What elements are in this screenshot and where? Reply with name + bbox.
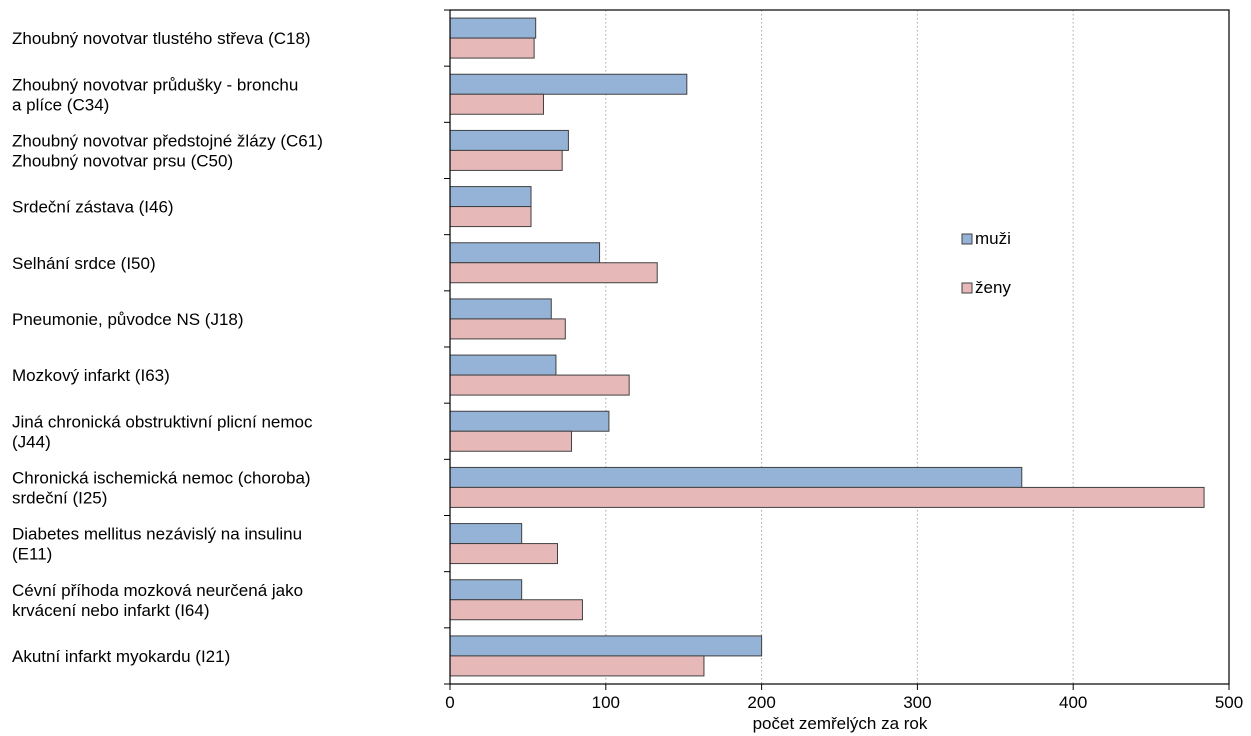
grid-lines	[605, 10, 1074, 684]
x-tick-labels: 0 100 200 300 400 500	[445, 693, 1243, 712]
plot-frame	[449, 9, 1230, 685]
category-label: Zhoubný novotvar prsu (C50)	[12, 151, 233, 170]
bar-muzi	[449, 242, 601, 264]
category-label: srdeční (I25)	[12, 488, 107, 507]
bar-zeny	[449, 599, 583, 621]
x-tick-label: 400	[1059, 693, 1087, 712]
category-label: (E11)	[12, 545, 52, 564]
bar-zeny	[449, 206, 532, 228]
category-label: a plíce (C34)	[12, 95, 109, 114]
bar-zeny	[449, 430, 573, 452]
bar-zeny	[449, 149, 563, 171]
bar-zeny	[449, 37, 535, 59]
bar-muzi	[449, 466, 1023, 488]
category-label: Srdeční zástava (I46)	[12, 198, 174, 217]
bar-muzi	[449, 186, 532, 208]
x-tick-label: 100	[592, 693, 620, 712]
bar-muzi	[449, 354, 557, 376]
category-label: Selhání srdce (I50)	[12, 254, 156, 273]
bar-muzi	[449, 298, 552, 320]
legend-label: ženy	[975, 278, 1011, 297]
bar-muzi	[449, 129, 569, 151]
bar-muzi	[449, 73, 688, 95]
bar-zeny	[449, 318, 566, 340]
x-tick-label: 500	[1215, 693, 1243, 712]
bar-zeny	[449, 543, 559, 565]
x-tick-label: 200	[747, 693, 775, 712]
legend-label: muži	[975, 229, 1011, 248]
bar-muzi	[449, 523, 523, 545]
x-axis-title: počet zemřelých za rok	[753, 714, 928, 733]
category-label: (J44)	[12, 432, 51, 451]
bar-muzi	[449, 635, 763, 657]
category-labels: Zhoubný novotvar tlustého střeva (C18) Zh…	[12, 29, 323, 666]
bars	[449, 17, 1205, 677]
x-tick-label: 0	[445, 693, 454, 712]
category-label: Zhoubný novotvar předstojné žlázy (C61)	[12, 131, 323, 150]
category-label: Chronická ischemická nemoc (choroba)	[12, 468, 311, 487]
category-label: Akutní infarkt myokardu (I21)	[12, 647, 230, 666]
category-label: Diabetes mellitus nezávislý na insulinu	[12, 525, 302, 544]
legend: muži ženy	[961, 229, 1011, 297]
category-label: Pneumonie, původce NS (J18)	[12, 310, 244, 329]
legend-swatch	[961, 233, 973, 245]
bar-zeny	[449, 486, 1205, 508]
bar-zeny	[449, 93, 544, 115]
category-label: Cévní příhoda mozková neurčená jako	[12, 581, 303, 600]
category-label: Jiná chronická obstruktivní plicní nemoc	[12, 412, 313, 431]
bar-muzi	[449, 410, 610, 432]
category-label: krvácení nebo infarkt (I64)	[12, 601, 209, 620]
category-label: Zhoubný novotvar průdušky - bronchu	[12, 75, 298, 94]
bar-zeny	[449, 262, 658, 284]
category-label: Mozkový infarkt (I63)	[12, 366, 170, 385]
axes	[444, 9, 1230, 690]
bar-zeny	[449, 374, 630, 396]
category-label: Zhoubný novotvar tlustého střeva (C18)	[12, 29, 311, 48]
bar-muzi	[449, 17, 537, 39]
legend-swatch	[961, 282, 973, 294]
x-tick-label: 300	[903, 693, 931, 712]
bar-zeny	[449, 655, 705, 677]
bar-muzi	[449, 579, 523, 601]
